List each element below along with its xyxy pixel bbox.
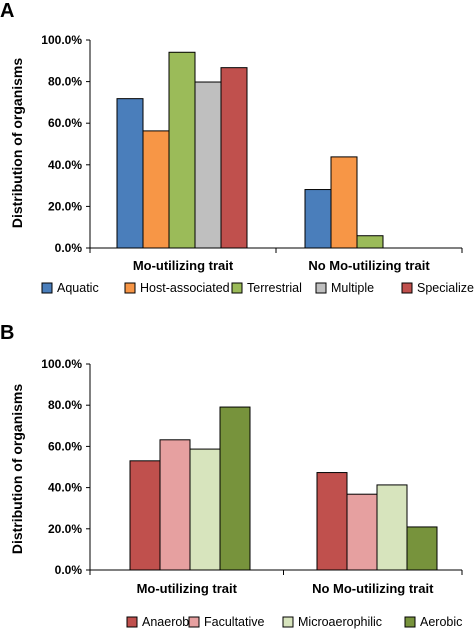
panel-a-ylabel: Distribution of organisms (9, 58, 25, 229)
y-tick-label: 60.0% (48, 439, 82, 453)
bar-anaerobic-mo-utilizing (129, 460, 161, 571)
legend-swatch (401, 282, 413, 294)
panel-b-ylabel: Distribution of organisms (9, 384, 25, 555)
legend-swatch (404, 616, 416, 628)
y-tick-label: 60.0% (48, 116, 82, 130)
y-tick-label: 100.0% (41, 33, 82, 47)
bar-anaerobic-no-mo-utilizing (316, 472, 348, 571)
legend-swatch (315, 282, 327, 294)
y-tick-label: 20.0% (48, 199, 82, 213)
bar-multiple-mo-utilizing (194, 81, 222, 249)
legend-label: Multiple (331, 281, 374, 295)
bar-specialized-mo-utilizing (220, 67, 248, 249)
bar-terrestrial-mo-utilizing (168, 51, 196, 249)
bar-host-associated-no-mo-utilizing (330, 156, 358, 249)
legend-swatch (41, 282, 53, 294)
legend-label: Aerobic (420, 615, 462, 629)
legend-label: Anaerobic (142, 615, 198, 629)
panel-a-chart: 0.0% 20.0% 40.0% 60.0% 80.0% 100.0% Mo-utilizi… (41, 33, 474, 295)
legend-label: Facultative (204, 615, 264, 629)
y-tick-label: 0.0% (55, 563, 83, 577)
legend-label: Aquatic (57, 281, 99, 295)
bar-aerobic-no-mo-utilizing (406, 526, 438, 571)
x-category-label: No Mo-utilizing trait (312, 581, 434, 596)
legend-label: Terrestrial (247, 281, 302, 295)
bar-aquatic-no-mo-utilizing (304, 189, 332, 249)
legend-swatch (124, 282, 136, 294)
y-tick-label: 80.0% (48, 398, 82, 412)
panel-letter-b: B (0, 322, 14, 344)
bar-microaerophilic-mo-utilizing (189, 448, 221, 571)
y-tick-label: 0.0% (55, 241, 83, 255)
y-tick-label: 20.0% (48, 522, 82, 536)
legend-swatch (282, 616, 294, 628)
legend-swatch (231, 282, 243, 294)
bar-aerobic-mo-utilizing (219, 406, 251, 571)
y-tick-label: 40.0% (48, 481, 82, 495)
y-tick-label: 40.0% (48, 158, 82, 172)
legend-swatch (188, 616, 200, 628)
x-category-label: Mo-utilizing trait (137, 581, 238, 596)
panel-letter-a: A (0, 0, 14, 22)
legend-label: Specialized (417, 281, 474, 295)
bar-terrestrial-no-mo-utilizing (356, 235, 384, 249)
x-category-label: No Mo-utilizing trait (308, 258, 430, 273)
bar-facultative-mo-utilizing (159, 439, 191, 571)
y-tick-label: 80.0% (48, 75, 82, 89)
x-category-label: Mo-utilizing trait (133, 258, 234, 273)
panel-b-chart: 0.0% 20.0% 40.0% 60.0% 80.0% 100.0% Mo-utilizi… (41, 357, 463, 629)
legend-label: Host-associated (140, 281, 230, 295)
legend-label: Microaerophilic (298, 615, 382, 629)
bar-aquatic-mo-utilizing (116, 98, 144, 249)
bar-facultative-no-mo-utilizing (346, 493, 378, 571)
bar-microaerophilic-no-mo-utilizing (376, 484, 408, 571)
bar-host-associated-mo-utilizing (142, 130, 170, 249)
legend-swatch (126, 616, 138, 628)
y-tick-label: 100.0% (41, 357, 82, 371)
